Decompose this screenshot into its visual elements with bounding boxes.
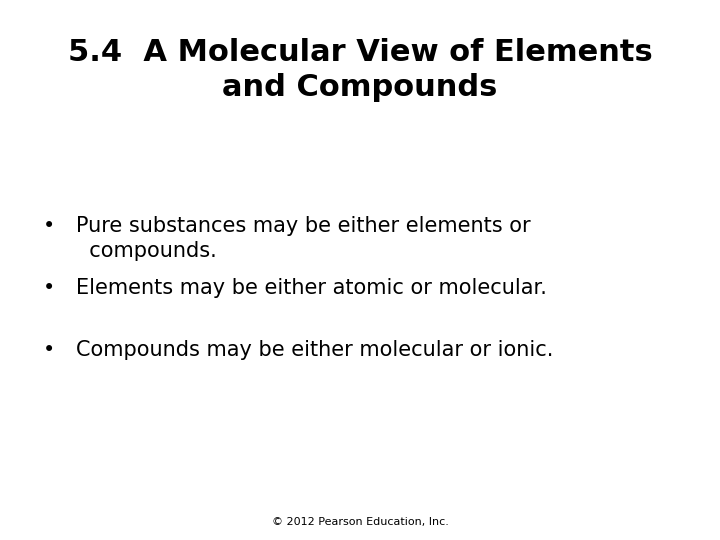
Text: •: • [43,340,55,360]
Text: Compounds may be either molecular or ionic.: Compounds may be either molecular or ion… [76,340,553,360]
Text: © 2012 Pearson Education, Inc.: © 2012 Pearson Education, Inc. [271,516,449,526]
Text: •: • [43,216,55,236]
Text: Pure substances may be either elements or
  compounds.: Pure substances may be either elements o… [76,216,530,261]
Text: Elements may be either atomic or molecular.: Elements may be either atomic or molecul… [76,278,546,298]
Text: 5.4  A Molecular View of Elements
and Compounds: 5.4 A Molecular View of Elements and Com… [68,38,652,102]
Text: •: • [43,278,55,298]
